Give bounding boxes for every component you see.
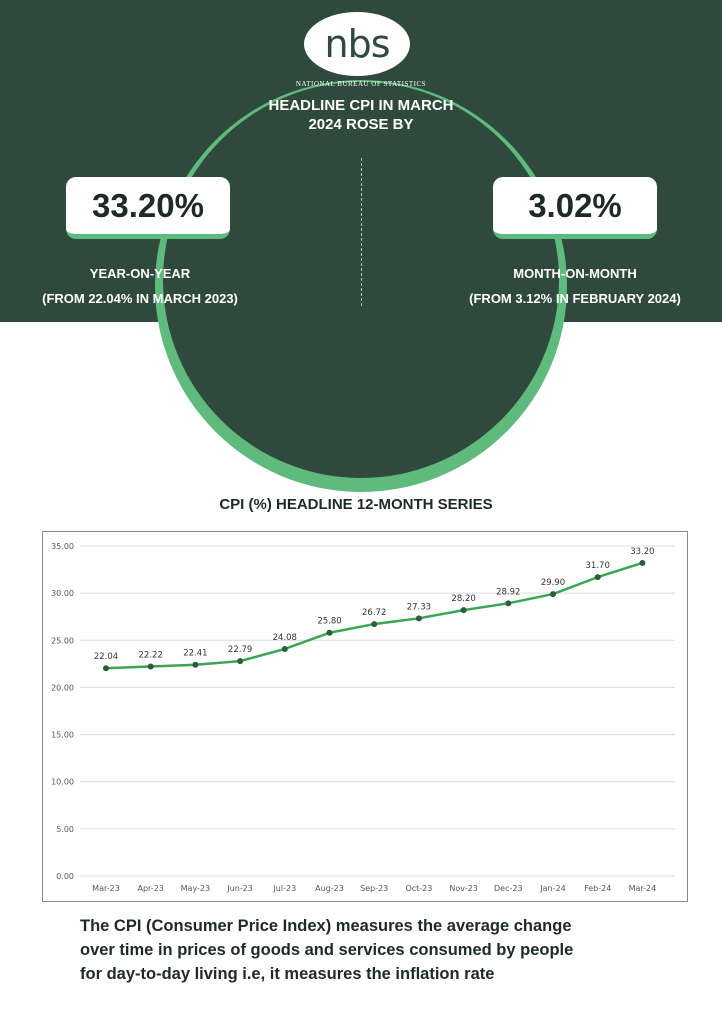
y-tick-label: 30.00 (51, 589, 74, 598)
x-tick-label: Jan-24 (539, 884, 565, 893)
cpi-line-chart: 0.00 5.00 10.00 15.00 20.00 25.00 30.00 35.00 Ma… (51, 542, 675, 893)
data-point (326, 629, 333, 636)
data-label: 22.79 (228, 645, 252, 655)
y-tick-label: 25.00 (51, 636, 74, 645)
x-tick-label: Apr-23 (137, 884, 163, 893)
data-label: 26.72 (362, 608, 386, 618)
data-label: 22.04 (94, 652, 118, 662)
data-point (415, 615, 422, 622)
x-tick-label: Feb-24 (584, 884, 611, 893)
yoy-label-block: YEAR-ON-YEAR (FROM 22.04% IN MARCH 2023) (0, 261, 290, 311)
data-point (371, 621, 378, 628)
data-point (594, 574, 601, 581)
data-point (639, 559, 646, 566)
mom-value: 3.02% (528, 186, 622, 224)
stats-divider (361, 158, 362, 306)
footer-line-2: over time in prices of goods and service… (80, 941, 574, 959)
data-label: 28.20 (451, 594, 475, 604)
mom-label-block: MONTH-ON-MONTH (FROM 3.12% IN FEBRUARY 2… (425, 261, 722, 311)
data-point (460, 607, 467, 614)
headline-line-2: 2024 ROSE BY (308, 116, 414, 133)
data-label: 29.90 (541, 578, 565, 588)
data-label: 28.92 (496, 587, 520, 597)
x-tick-label: May-23 (181, 884, 210, 893)
headline: HEADLINE CPI IN MARCH 2024 ROSE BY (211, 96, 511, 134)
data-label: 24.08 (273, 633, 297, 643)
footer-line-3: for day-to-day living i.e, it measures t… (80, 965, 495, 983)
data-point (192, 661, 199, 668)
data-label: 27.33 (407, 602, 431, 612)
yoy-sublabel: (FROM 22.04% IN MARCH 2023) (42, 291, 238, 306)
data-point (550, 591, 556, 598)
x-tick-label: Nov-23 (449, 884, 477, 893)
x-tick-label: Jun-23 (226, 884, 253, 893)
y-tick-label: 10.00 (51, 778, 74, 787)
yoy-value-box: 33.20% (66, 177, 230, 239)
mom-sublabel: (FROM 3.12% IN FEBRUARY 2024) (469, 291, 681, 306)
x-tick-label: Aug-23 (315, 884, 344, 893)
data-point (505, 600, 512, 607)
data-label: 33.20 (630, 547, 654, 557)
x-tick-label: Jul-23 (272, 884, 296, 893)
mom-label: MONTH-ON-MONTH (513, 266, 637, 281)
yoy-label: YEAR-ON-YEAR (89, 266, 191, 281)
y-tick-label: 35.00 (51, 542, 74, 551)
data-point (103, 665, 109, 672)
chart-title: CPI (%) HEADLINE 12-MONTH SERIES (219, 496, 493, 513)
footer-description: The CPI (Consumer Price Index) measures … (80, 914, 700, 986)
logo-text: nbs (324, 22, 390, 66)
x-tick-label: Mar-23 (92, 884, 120, 893)
data-label: 25.80 (317, 617, 341, 627)
data-point (237, 658, 244, 665)
footer-line-1: The CPI (Consumer Price Index) measures … (80, 917, 572, 935)
org-name: NATIONAL BUREAU OF STATISTICS (295, 80, 427, 88)
nbs-logo: nbs (304, 12, 410, 76)
data-point (281, 645, 288, 652)
mom-value-box: 3.02% (493, 177, 657, 239)
x-tick-label: Sep-23 (360, 884, 388, 893)
y-tick-label: 15.00 (51, 731, 74, 740)
data-label: 22.22 (139, 650, 163, 660)
yoy-value: 33.20% (92, 186, 204, 224)
x-tick-label: Oct-23 (405, 884, 432, 893)
headline-line-1: HEADLINE CPI IN MARCH (268, 97, 454, 114)
chart-frame: 0.00 5.00 10.00 15.00 20.00 25.00 30.00 35.00 Ma… (42, 531, 688, 902)
y-tick-label: 5.00 (56, 825, 74, 834)
data-label: 22.41 (183, 649, 207, 659)
y-tick-label: 20.00 (51, 683, 74, 692)
x-tick-label: Dec-23 (494, 884, 523, 893)
data-label: 31.70 (586, 561, 610, 571)
data-point (147, 663, 154, 670)
x-tick-label: Mar-24 (629, 884, 657, 893)
y-tick-label: 0.00 (56, 872, 74, 881)
